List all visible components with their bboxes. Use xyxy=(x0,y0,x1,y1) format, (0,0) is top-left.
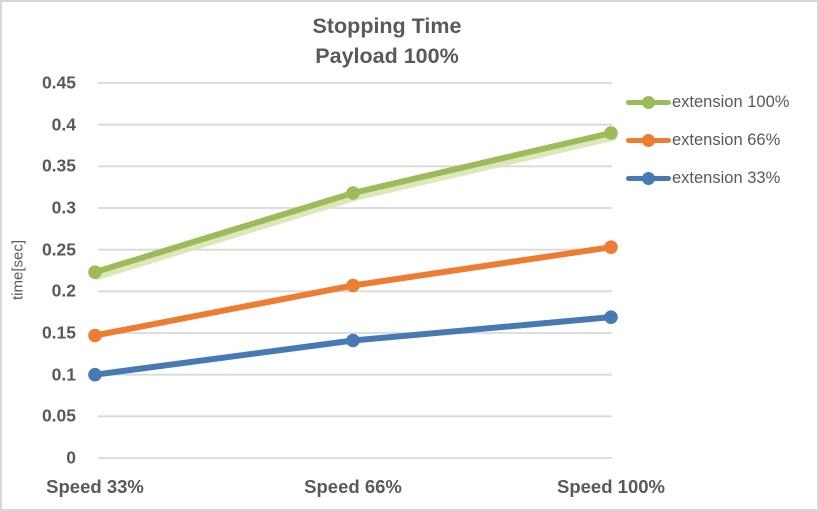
y-tick-label: 0.1 xyxy=(51,364,76,385)
data-point-marker-extension-100- xyxy=(604,126,618,140)
y-tick-label: 0 xyxy=(66,447,76,468)
data-point-marker-extension-33- xyxy=(88,367,102,382)
chart-title-block: Stopping Time Payload 100% xyxy=(2,11,772,71)
y-tick-label: 0.45 xyxy=(41,72,76,93)
legend: extension 100% extension 66% extension 3… xyxy=(626,93,790,187)
data-point-marker-extension-66- xyxy=(88,328,102,343)
data-point-marker-extension-100- xyxy=(88,265,102,279)
data-point-marker-extension-66- xyxy=(346,278,360,293)
legend-marker-icon xyxy=(626,94,671,111)
data-point-marker-extension-66- xyxy=(604,240,618,254)
legend-item-extension-100: extension 100% xyxy=(626,93,790,111)
y-tick-label: 0.2 xyxy=(51,280,76,301)
legend-label: extension 66% xyxy=(672,131,781,149)
y-tick-label: 0.4 xyxy=(51,114,76,135)
data-point-marker-extension-100- xyxy=(346,186,360,200)
data-point-marker-extension-33- xyxy=(604,310,618,324)
data-point-marker-extension-33- xyxy=(346,333,360,348)
legend-label: extension 33% xyxy=(672,169,781,187)
y-tick-label: 0.3 xyxy=(51,197,76,218)
series-line-extension-100- xyxy=(92,130,614,276)
x-tick-label: Speed 100% xyxy=(557,476,665,497)
legend-label: extension 100% xyxy=(672,93,790,111)
legend-marker-icon xyxy=(626,170,671,187)
y-tick-label: 0.25 xyxy=(41,239,76,260)
y-tick-label: 0.35 xyxy=(41,155,76,176)
y-tick-label: 0.15 xyxy=(41,322,76,343)
y-tick-label: 0.05 xyxy=(41,405,76,426)
x-tick-label: Speed 33% xyxy=(46,476,144,497)
legend-item-extension-33: extension 33% xyxy=(626,169,789,187)
chart-title: Stopping Time xyxy=(312,14,462,38)
legend-item-extension-66: extension 66% xyxy=(626,131,789,149)
x-tick-label: Speed 66% xyxy=(304,476,402,497)
chart-subtitle: Payload 100% xyxy=(315,44,459,68)
legend-marker-icon xyxy=(626,132,671,149)
